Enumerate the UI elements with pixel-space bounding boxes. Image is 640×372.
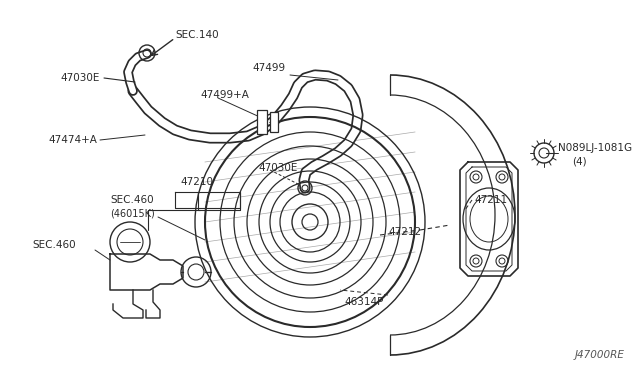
Text: 47211: 47211 xyxy=(474,195,507,205)
Text: SEC.460: SEC.460 xyxy=(110,195,154,205)
Text: J47000RE: J47000RE xyxy=(575,350,625,360)
FancyBboxPatch shape xyxy=(257,110,267,134)
Text: 47030E: 47030E xyxy=(258,163,298,173)
Text: 47030E: 47030E xyxy=(60,73,99,83)
FancyBboxPatch shape xyxy=(270,112,278,132)
Text: N089LJ-1081G: N089LJ-1081G xyxy=(558,143,632,153)
Text: SEC.460: SEC.460 xyxy=(32,240,76,250)
Text: 47474+A: 47474+A xyxy=(48,135,97,145)
Text: 47499+A: 47499+A xyxy=(200,90,249,100)
Text: (4): (4) xyxy=(572,157,587,167)
Text: 46314P: 46314P xyxy=(344,297,383,307)
Text: 47212: 47212 xyxy=(388,227,421,237)
Text: SEC.140: SEC.140 xyxy=(175,30,219,40)
Text: 47210: 47210 xyxy=(180,177,213,187)
Text: 47499: 47499 xyxy=(252,63,285,73)
Text: (46015K): (46015K) xyxy=(110,208,155,218)
